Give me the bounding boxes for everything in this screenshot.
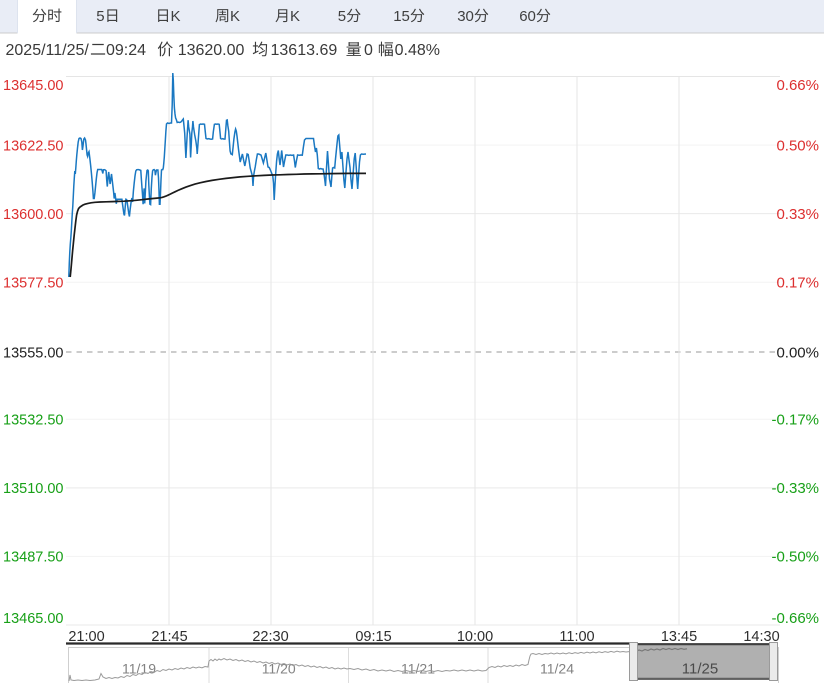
svg-text:-0.66%: -0.66% <box>771 610 819 627</box>
svg-text:5: 5 <box>338 8 346 25</box>
svg-text:-0.50%: -0.50% <box>771 549 819 566</box>
svg-text:13620.00: 13620.00 <box>178 42 245 59</box>
svg-text:0.17%: 0.17% <box>776 274 819 291</box>
svg-text:11/25: 11/25 <box>682 661 718 678</box>
svg-text:11/19: 11/19 <box>122 661 156 677</box>
svg-text:0.66%: 0.66% <box>776 77 819 94</box>
svg-text:13645.00: 13645.00 <box>3 78 63 94</box>
svg-text:13465.00: 13465.00 <box>3 611 63 627</box>
svg-text:14:30: 14:30 <box>743 629 779 645</box>
svg-text:09:15: 09:15 <box>355 629 391 645</box>
svg-text:13577.50: 13577.50 <box>3 275 63 291</box>
svg-text:11:00: 11:00 <box>559 629 594 645</box>
svg-text:0.48%: 0.48% <box>395 42 440 59</box>
svg-text:K: K <box>171 8 181 25</box>
svg-text:60: 60 <box>519 8 536 25</box>
svg-text:K: K <box>230 8 240 25</box>
svg-text:09:24: 09:24 <box>106 42 146 59</box>
svg-text:11/24: 11/24 <box>540 661 574 677</box>
svg-text:13622.50: 13622.50 <box>3 138 63 154</box>
svg-text:22:30: 22:30 <box>252 629 288 645</box>
svg-text:-0.33%: -0.33% <box>771 480 819 497</box>
svg-text:0: 0 <box>364 42 373 59</box>
svg-text:21:00: 21:00 <box>68 629 104 645</box>
svg-text:0.50%: 0.50% <box>776 137 819 154</box>
svg-text:13510.00: 13510.00 <box>3 481 63 497</box>
svg-text:30: 30 <box>457 8 474 25</box>
svg-text:K: K <box>290 8 300 25</box>
svg-text:5: 5 <box>96 8 104 25</box>
svg-text:13613.69: 13613.69 <box>271 42 338 59</box>
svg-text:15: 15 <box>393 8 410 25</box>
svg-text:10:00: 10:00 <box>457 629 493 645</box>
svg-text:13532.50: 13532.50 <box>3 413 63 429</box>
svg-text:0.33%: 0.33% <box>776 206 819 223</box>
svg-text:2025/11/25/: 2025/11/25/ <box>6 42 90 59</box>
svg-text:13600.00: 13600.00 <box>3 207 63 223</box>
svg-text:13555.00: 13555.00 <box>3 346 63 362</box>
svg-text:-0.17%: -0.17% <box>771 412 819 429</box>
svg-text:21:45: 21:45 <box>151 629 187 645</box>
svg-text:11/21: 11/21 <box>401 661 435 677</box>
svg-text:13:45: 13:45 <box>661 629 697 645</box>
svg-text:13487.50: 13487.50 <box>3 550 63 566</box>
svg-text:0.00%: 0.00% <box>776 345 819 362</box>
